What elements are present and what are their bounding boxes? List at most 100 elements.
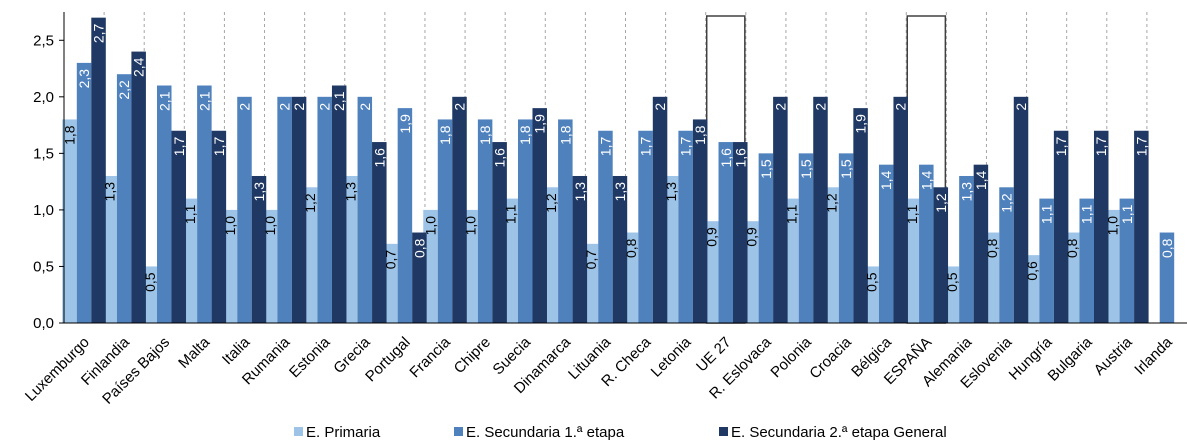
bar [517, 119, 533, 323]
data-label: 1,8 [517, 125, 533, 145]
data-label: 1,7 [678, 137, 694, 157]
data-label: 1,9 [532, 114, 548, 134]
bar [452, 96, 467, 324]
bar [503, 198, 518, 323]
data-label: 2,1 [331, 91, 347, 111]
data-label: 1,3 [251, 182, 267, 202]
data-label: 1,0 [1104, 216, 1120, 236]
y-tick-label: 0,5 [33, 258, 54, 275]
data-label: 1,6 [492, 148, 508, 168]
bar [197, 85, 212, 323]
x-tick-label: Malta [175, 333, 213, 371]
data-label: 0,8 [1064, 238, 1080, 258]
bar [933, 187, 949, 323]
data-label: 1,6 [371, 148, 387, 168]
data-label: 0,7 [583, 250, 599, 270]
bar [813, 96, 828, 324]
bar [652, 96, 668, 324]
bar [102, 175, 117, 323]
bar [1105, 209, 1120, 323]
data-label: 1,8 [557, 125, 573, 145]
bar [864, 266, 879, 323]
bar [211, 130, 227, 323]
data-label: 1,7 [171, 137, 187, 157]
y-tick-label: 1,0 [33, 202, 54, 219]
data-label: 1,5 [838, 159, 854, 179]
data-label: 1,3 [102, 182, 118, 202]
y-tick-label: 2,5 [33, 32, 54, 49]
bar [598, 130, 613, 323]
data-label: 1,0 [222, 216, 238, 236]
bar [1093, 130, 1109, 323]
data-label: 1,0 [262, 216, 278, 236]
x-tick-label: Estonia [286, 333, 334, 381]
bar [412, 232, 427, 323]
data-label: 1,4 [918, 170, 934, 190]
data-label: 2 [277, 103, 293, 111]
bar [372, 142, 387, 323]
data-label: 1,1 [1079, 204, 1095, 224]
data-label: 1,2 [824, 193, 840, 213]
bar [131, 51, 146, 323]
bar [291, 96, 307, 324]
bar [1013, 96, 1029, 324]
data-label: 1,7 [597, 137, 613, 157]
data-label: 1,6 [732, 148, 748, 168]
data-label: 0,5 [944, 272, 960, 292]
data-label: 1,7 [1053, 137, 1069, 157]
bar [973, 164, 989, 323]
bar [437, 119, 453, 323]
x-tick-label: Bulgaria [1045, 333, 1096, 384]
bar [1064, 232, 1080, 323]
x-tick-label: Austria [1091, 333, 1136, 378]
bar [397, 108, 413, 323]
bar [1119, 198, 1135, 323]
bar [638, 130, 653, 323]
bar [157, 85, 172, 323]
bar [773, 96, 788, 324]
bar [182, 198, 198, 323]
data-label: 1,8 [477, 125, 493, 145]
legend-swatch [294, 427, 303, 436]
data-label: 1,0 [423, 216, 439, 236]
legend: E. Primaria E. Secundaria 1.ª etapa E. Sec… [294, 424, 947, 441]
bar [331, 85, 347, 323]
bar [758, 153, 774, 323]
data-label: 1,1 [1039, 204, 1055, 224]
bar [543, 187, 559, 323]
data-label: 0,5 [864, 272, 880, 292]
legend-swatch [454, 427, 463, 436]
bars [62, 17, 1175, 324]
x-tick-label: Polonia [767, 333, 815, 381]
x-tick-label: Letonia [648, 333, 695, 380]
bar [623, 232, 639, 323]
bar [91, 17, 106, 324]
bar [904, 198, 920, 323]
data-label: 1,7 [1133, 137, 1149, 157]
data-label: 0,6 [1024, 261, 1040, 281]
data-label: 0,8 [984, 238, 1000, 258]
data-label: 1,1 [904, 204, 920, 224]
x-tick-label: Francia [406, 333, 454, 381]
bar [237, 96, 252, 324]
bar [343, 175, 358, 323]
bar [532, 108, 547, 323]
data-label: 1,6 [718, 148, 734, 168]
y-tick-label: 1,5 [33, 145, 54, 162]
data-label: 1,1 [1119, 204, 1135, 224]
bar [733, 142, 748, 323]
data-label: 1,7 [211, 137, 227, 157]
bar [1053, 130, 1069, 323]
bar [558, 119, 573, 323]
bar [1079, 198, 1094, 323]
data-label: 1,8 [62, 125, 78, 145]
data-label: 0,9 [743, 227, 759, 247]
bar [824, 187, 839, 323]
data-label: 1,3 [572, 182, 588, 202]
data-label: 1,1 [783, 204, 799, 224]
y-axis: 0,0 0,5 1,0 1,5 2,0 2,5 [33, 12, 65, 332]
bar [798, 153, 814, 323]
data-label: 1,4 [878, 170, 894, 190]
bar [423, 209, 438, 323]
